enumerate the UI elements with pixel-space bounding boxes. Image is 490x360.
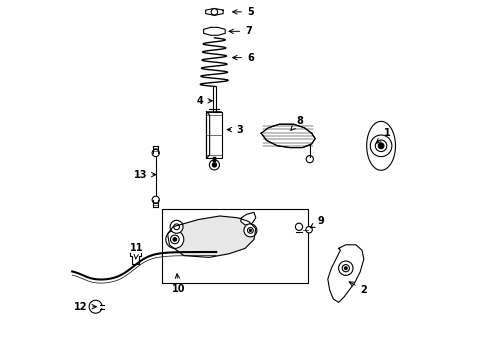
Text: 13: 13 [134, 170, 156, 180]
Circle shape [370, 135, 392, 157]
Text: 5: 5 [233, 7, 254, 17]
Circle shape [170, 220, 183, 233]
Text: 4: 4 [196, 96, 212, 106]
Circle shape [152, 196, 159, 203]
Circle shape [173, 238, 176, 241]
Text: 12: 12 [74, 302, 97, 312]
Text: 10: 10 [172, 274, 185, 294]
Polygon shape [204, 27, 225, 35]
Polygon shape [206, 112, 210, 158]
Circle shape [295, 223, 303, 230]
Circle shape [209, 160, 220, 170]
Text: 3: 3 [227, 125, 243, 135]
Circle shape [174, 224, 179, 230]
Bar [162, 209, 308, 283]
Circle shape [152, 149, 159, 157]
Circle shape [247, 228, 253, 233]
Text: 11: 11 [130, 243, 144, 259]
Polygon shape [367, 121, 395, 170]
Circle shape [306, 156, 314, 163]
Circle shape [375, 140, 387, 152]
Bar [206, 112, 222, 158]
Circle shape [171, 235, 179, 244]
Circle shape [212, 163, 217, 167]
Text: 7: 7 [229, 26, 252, 36]
Bar [213, 86, 216, 112]
Polygon shape [168, 216, 256, 257]
Text: 1: 1 [376, 128, 391, 143]
Text: 6: 6 [233, 53, 254, 63]
Text: 9: 9 [310, 216, 324, 228]
Circle shape [166, 230, 184, 248]
Circle shape [211, 9, 218, 15]
Polygon shape [241, 212, 256, 225]
Circle shape [244, 224, 257, 237]
Polygon shape [206, 8, 223, 15]
Circle shape [342, 265, 349, 272]
Polygon shape [261, 124, 315, 148]
Polygon shape [328, 245, 364, 302]
Circle shape [344, 267, 347, 270]
Circle shape [306, 226, 312, 233]
Circle shape [249, 229, 251, 231]
Text: 2: 2 [349, 282, 367, 295]
Text: 8: 8 [291, 116, 303, 130]
Circle shape [339, 261, 353, 275]
Circle shape [378, 143, 384, 149]
